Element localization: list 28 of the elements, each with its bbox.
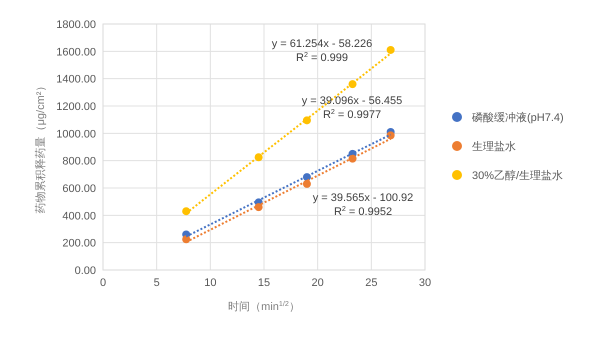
annotation: y = 61.254x - 58.226 <box>272 38 372 50</box>
y-tick-label: 0.00 <box>74 265 96 277</box>
legend-label: 生理盐水 <box>472 140 516 153</box>
point <box>386 46 395 54</box>
x-tick-label: 0 <box>100 277 106 289</box>
x-tick-label: 30 <box>418 277 432 289</box>
y-tick-label: 400.00 <box>62 210 96 222</box>
y-tick-label: 1000.00 <box>56 128 96 140</box>
y-tick-label: 1600.00 <box>56 46 96 58</box>
x-tick-label: 5 <box>154 277 160 289</box>
y-tick-label: 1200.00 <box>56 101 96 113</box>
y-tick-label: 1400.00 <box>56 74 96 86</box>
x-tick-label: 10 <box>204 277 216 289</box>
annotation: R$^{2}$ = 0.999 <box>296 51 348 64</box>
annotation: R$^{2}$ = 0.9977 <box>322 108 382 121</box>
x-tick-label: 25 <box>365 277 378 289</box>
annotation: R$^{2}$ = 0.9952 <box>334 205 392 218</box>
x-tick-label: 15 <box>258 277 270 289</box>
x-axis-title: 时间（min$^{1/2}$） <box>228 300 300 313</box>
legend-label: 30%乙醇/生理盐水 <box>472 169 564 182</box>
y-tick-label: 1800.00 <box>56 19 96 31</box>
x-tick-label: 20 <box>312 277 324 289</box>
y-tick-label: 800.00 <box>62 156 96 168</box>
y-tick-label: 200.00 <box>62 238 96 250</box>
y-tick-label: 600.00 <box>62 183 96 195</box>
y-axis-title: 药物累积释药量（μg/cm²） <box>34 80 47 214</box>
legend-label: 磷酸缓冲液(pH7.4) <box>471 111 564 124</box>
annotation: y = 39.565x - 100.92 <box>312 192 414 204</box>
